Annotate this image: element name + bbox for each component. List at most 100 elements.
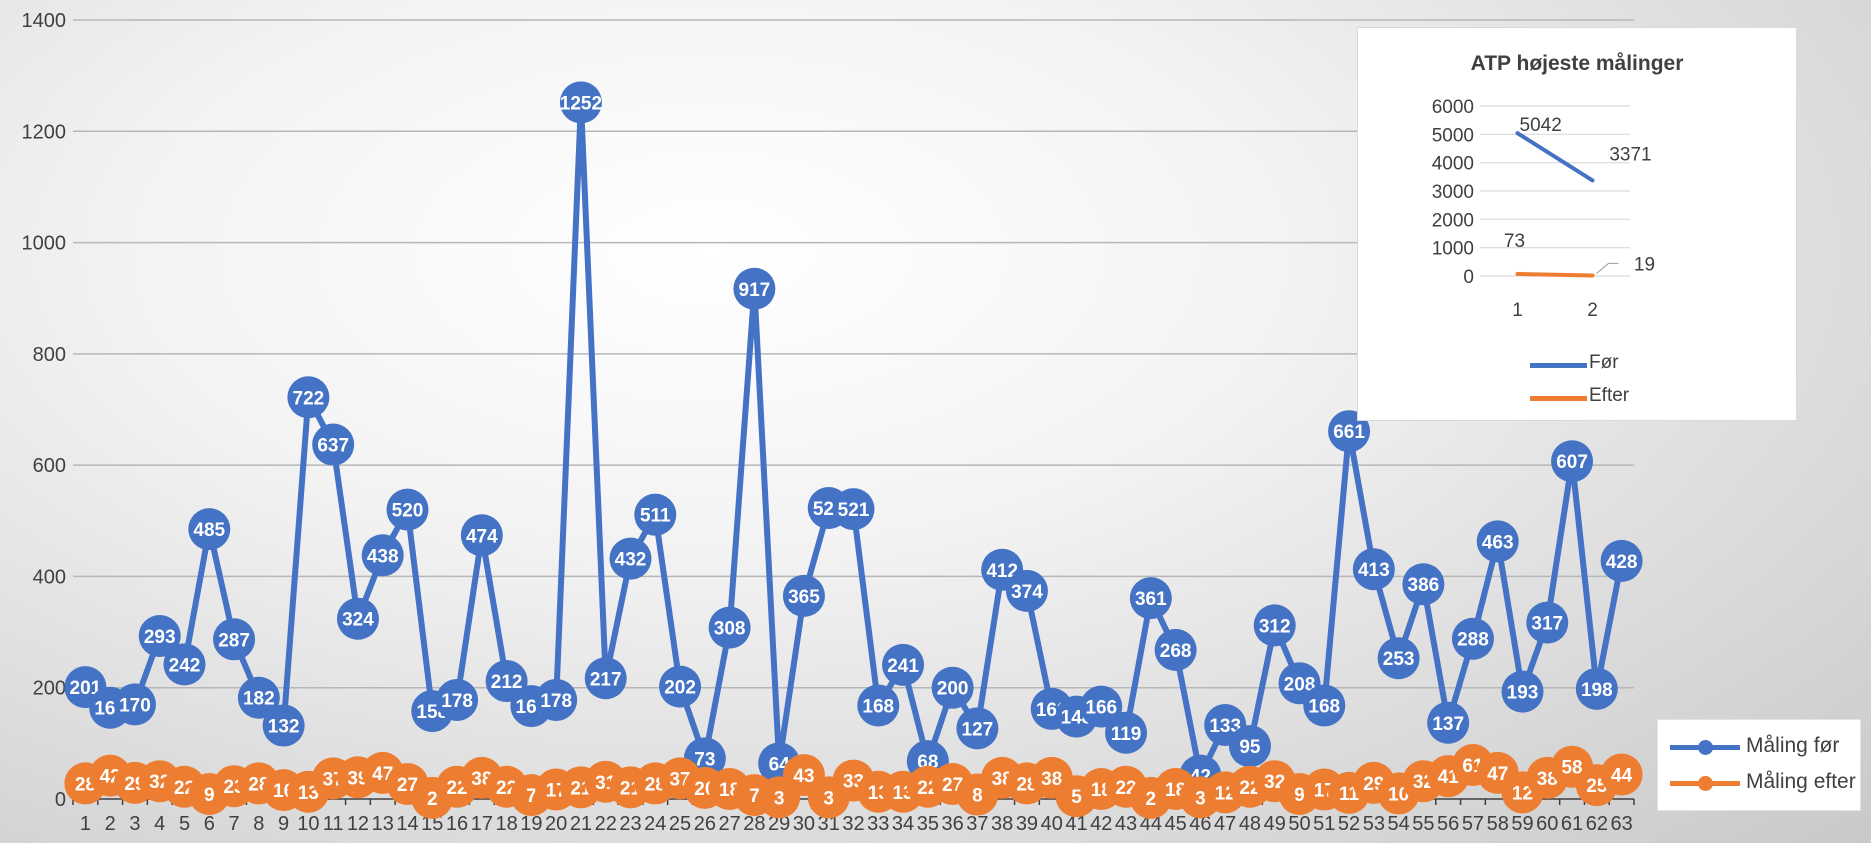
data-point (931, 666, 974, 709)
data-label: 521 (838, 500, 870, 521)
x-tick-label: 6 (204, 813, 215, 835)
data-label: 438 (367, 546, 399, 567)
inset-chart-panel: ATP højeste målinger 0 1000 2000 3000 4000 50… (1357, 27, 1797, 421)
x-tick-label: 16 (446, 813, 468, 835)
data-label: 432 (615, 550, 647, 571)
x-tick-label: 48 (1239, 813, 1261, 835)
data-label: 166 (1085, 698, 1117, 719)
data-label: 661 (1333, 422, 1365, 443)
data-label: 132 (268, 717, 300, 738)
data-point (1451, 617, 1494, 660)
data-label: 73 (694, 749, 715, 770)
x-tick-label: 35 (917, 813, 939, 835)
legend-label-maaling-foer: Måling før (1746, 734, 1840, 757)
x-tick-label: 58 (1487, 813, 1509, 835)
inset-x-tick-label: 1 (1512, 300, 1523, 321)
data-label: 413 (1358, 560, 1390, 581)
data-point (113, 683, 156, 726)
data-point (782, 574, 825, 617)
x-tick-label: 7 (228, 813, 239, 835)
x-tick-label: 11 (323, 813, 344, 835)
x-tick-label: 23 (619, 813, 641, 835)
data-label: 1252 (560, 93, 602, 114)
inset-y-tick-label: 1000 (1432, 239, 1474, 260)
data-label: 485 (193, 520, 225, 541)
y-tick-label: 1000 (22, 233, 67, 255)
data-point (1303, 684, 1346, 727)
x-tick-label: 19 (520, 813, 542, 835)
x-tick-label: 62 (1586, 813, 1608, 835)
data-label: 2 (1146, 789, 1157, 810)
data-label: 182 (243, 689, 275, 710)
x-tick-label: 21 (570, 813, 592, 835)
x-tick-label: 8 (253, 813, 264, 835)
inset-y-tick-label: 3000 (1432, 182, 1474, 203)
data-point (1129, 577, 1172, 620)
x-tick-label: 28 (743, 813, 765, 835)
y-tick-label: 400 (33, 566, 66, 588)
x-tick-label: 22 (595, 813, 617, 835)
data-label: 5 (1071, 787, 1082, 808)
data-point (659, 665, 702, 708)
data-point (237, 676, 280, 719)
data-point (1377, 637, 1420, 680)
x-axis-ticks: 1 2 3 4 5 6 7 8 9 10 11 12 13 14 15 16 17 18 19 20 21 22 23 24 2… (72, 799, 1635, 835)
data-label: 365 (788, 587, 820, 608)
x-tick-label: 52 (1338, 813, 1360, 835)
inset-x-tick-label: 2 (1587, 300, 1598, 321)
x-tick-label: 26 (694, 813, 716, 835)
series-maaling-foer: 2011641702932424852871821327226373244385… (64, 81, 1643, 797)
x-tick-label: 42 (1090, 813, 1112, 835)
x-tick-label: 4 (154, 813, 165, 835)
data-point (634, 493, 677, 536)
data-label: 212 (491, 672, 523, 693)
x-tick-label: 46 (1189, 813, 1211, 835)
data-label: 241 (887, 656, 919, 677)
x-tick-label: 54 (1387, 813, 1409, 835)
x-tick-label: 56 (1437, 813, 1459, 835)
x-tick-label: 40 (1041, 813, 1063, 835)
data-label: 253 (1383, 649, 1415, 670)
y-tick-label: 0 (55, 789, 66, 811)
data-point (882, 643, 925, 686)
data-label: 308 (714, 619, 746, 640)
data-label: 412 (986, 561, 1018, 582)
inset-legend-label-efter: Efter (1589, 385, 1630, 406)
data-label: 386 (1408, 575, 1440, 596)
data-label: 361 (1135, 589, 1167, 610)
data-label: 168 (862, 697, 894, 718)
inset-y-tick-label: 5000 (1432, 125, 1474, 146)
x-tick-label: 1 (80, 813, 91, 835)
data-point (535, 678, 578, 721)
data-label: 58 (1561, 758, 1582, 779)
inset-legend-label-foer: Før (1589, 352, 1619, 373)
data-label: 607 (1556, 452, 1588, 473)
data-point (1600, 539, 1643, 582)
data-point (436, 678, 479, 721)
x-tick-label: 27 (718, 813, 740, 835)
inset-y-axis-ticks: 0 1000 2000 3000 4000 5000 6000 (1432, 97, 1474, 288)
data-label: 8 (972, 786, 983, 807)
y-axis-ticks: 0 200 400 600 800 1000 1200 1400 (22, 10, 67, 811)
inset-line-chart: 0 1000 2000 3000 4000 5000 6000 1 2 5042 3371 73 19 (1432, 97, 1655, 321)
data-point (1352, 548, 1395, 591)
x-tick-label: 15 (421, 813, 443, 835)
data-label: 95 (1239, 737, 1261, 758)
x-tick-label: 53 (1363, 813, 1385, 835)
data-point (733, 267, 776, 310)
x-tick-label: 50 (1288, 813, 1310, 835)
data-point (1501, 670, 1544, 713)
x-tick-label: 32 (842, 813, 864, 835)
data-label: 13 (298, 783, 319, 804)
data-label: 202 (664, 678, 696, 699)
x-tick-label: 12 (347, 813, 369, 835)
inset-legend-swatch-efter (1530, 396, 1587, 401)
data-label: 3 (1195, 788, 1206, 809)
data-point (832, 488, 875, 531)
inset-data-label: 73 (1504, 231, 1525, 252)
data-label: 312 (1259, 616, 1291, 637)
data-point (163, 643, 206, 686)
data-label: 317 (1531, 614, 1563, 635)
x-tick-label: 39 (1016, 813, 1038, 835)
data-label: 133 (1209, 716, 1241, 737)
